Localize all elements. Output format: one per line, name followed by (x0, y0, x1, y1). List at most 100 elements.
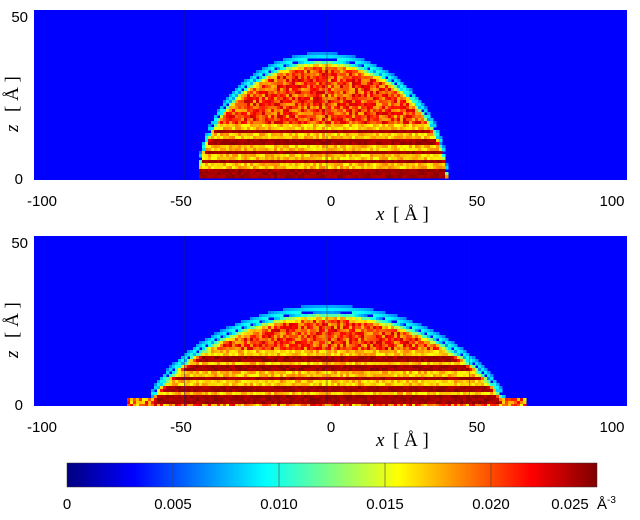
density-cell (271, 130, 275, 134)
density-cell (370, 380, 374, 384)
density-cell (421, 353, 425, 357)
density-cell (244, 362, 248, 366)
density-cell (232, 130, 236, 134)
density-cell (457, 362, 461, 366)
density-cell (412, 112, 416, 116)
density-cell (271, 383, 275, 387)
density-cell (340, 121, 344, 125)
density-cell (394, 359, 398, 363)
density-cell (277, 365, 281, 369)
density-cell (397, 326, 401, 330)
density-cell (352, 133, 356, 137)
density-cell (451, 353, 455, 357)
density-cell (376, 91, 380, 95)
density-cell (226, 118, 230, 122)
density-cell (334, 145, 338, 149)
density-cell (277, 76, 281, 80)
density-cell (247, 118, 251, 122)
density-cell (262, 163, 266, 167)
density-cell (361, 374, 365, 378)
density-cell (244, 374, 248, 378)
density-cell (238, 109, 242, 113)
density-cell (241, 344, 245, 348)
density-cell (301, 338, 305, 342)
density-cell (433, 145, 437, 149)
density-cell (421, 163, 425, 167)
density-cell (376, 341, 380, 345)
density-cell (346, 136, 350, 140)
density-cell (292, 82, 296, 86)
density-cell (346, 97, 350, 101)
density-cell (241, 332, 245, 336)
density-cell (289, 97, 293, 101)
density-cell (253, 82, 257, 86)
density-cell (364, 61, 368, 65)
density-cell (385, 70, 389, 74)
density-cell (406, 160, 410, 164)
density-cell (346, 166, 350, 170)
density-cell (469, 356, 473, 360)
density-cell (385, 323, 389, 327)
density-cell (439, 362, 443, 366)
density-cell (421, 154, 425, 158)
density-cell (295, 85, 299, 89)
density-cell (400, 371, 404, 375)
density-cell (400, 335, 404, 339)
density-cell (394, 383, 398, 387)
density-cell (352, 362, 356, 366)
density-cell (343, 386, 347, 390)
density-cell (304, 169, 308, 173)
density-cell (220, 359, 224, 363)
density-cell (214, 133, 218, 137)
density-cell (265, 115, 269, 119)
density-cell (385, 341, 389, 345)
density-cell (367, 347, 371, 351)
density-cell (370, 163, 374, 167)
density-cell (448, 383, 452, 387)
density-cell (373, 109, 377, 113)
density-cell (445, 347, 449, 351)
density-cell (238, 323, 242, 327)
density-cell (235, 350, 239, 354)
density-cell (364, 97, 368, 101)
density-cell (193, 386, 197, 390)
density-cell (313, 338, 317, 342)
density-cell (358, 61, 362, 65)
density-cell (319, 64, 323, 68)
density-cell (376, 115, 380, 119)
density-cell (391, 118, 395, 122)
density-cell (208, 374, 212, 378)
density-cell (388, 76, 392, 80)
density-cell (226, 136, 230, 140)
density-cell (298, 347, 302, 351)
density-cell (340, 130, 344, 134)
density-cell (265, 88, 269, 92)
density-cell (298, 383, 302, 387)
density-cell (208, 347, 212, 351)
density-cell (370, 133, 374, 137)
density-cell (268, 380, 272, 384)
density-cell (331, 85, 335, 89)
density-cell (268, 368, 272, 372)
density-cell (355, 118, 359, 122)
density-cell (211, 383, 215, 387)
density-cell (361, 377, 365, 381)
density-cell (208, 160, 212, 164)
density-cell (268, 335, 272, 339)
density-cell (334, 317, 338, 321)
density-cell (352, 341, 356, 345)
density-cell (361, 97, 365, 101)
density-cell (391, 356, 395, 360)
density-cell (268, 112, 272, 116)
density-cell (355, 368, 359, 372)
density-cell (172, 374, 176, 378)
density-cell (343, 377, 347, 381)
upper-x-tick-50: 50 (469, 193, 486, 210)
density-cell (271, 377, 275, 381)
density-cell (331, 353, 335, 357)
density-cell (442, 365, 446, 369)
density-cell (262, 169, 266, 173)
density-cell (301, 136, 305, 140)
density-cell (340, 317, 344, 321)
density-cell (235, 157, 239, 161)
